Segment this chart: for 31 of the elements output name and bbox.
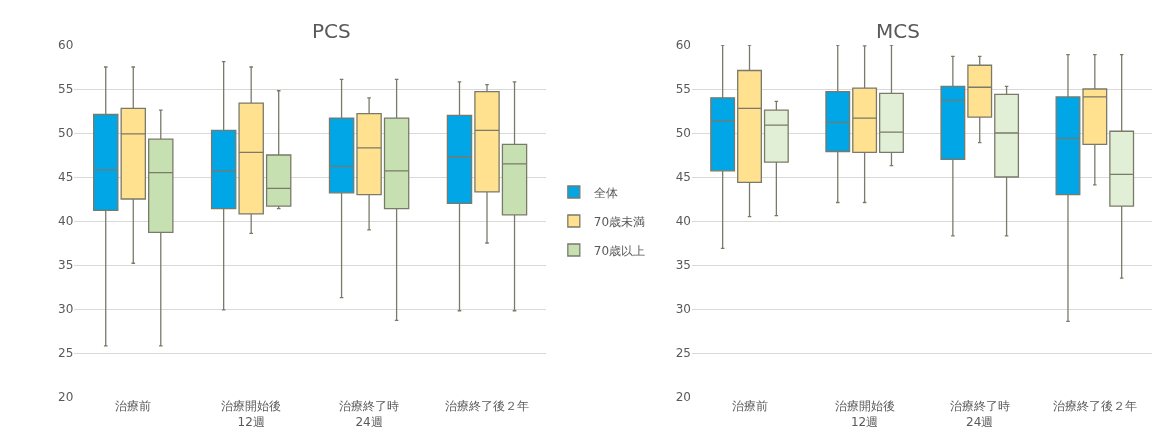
y-tick-label: 35 — [675, 258, 691, 273]
y-tick-label: 45 — [58, 170, 74, 185]
chart-title: MCS — [876, 19, 920, 43]
legend-label: 70歳未満 — [593, 214, 646, 229]
x-tick-label: 治療開始後 12週 — [834, 399, 895, 429]
y-tick-label: 55 — [675, 82, 691, 97]
y-tick-label: 55 — [58, 82, 74, 97]
x-tick-label: 治療前 — [731, 399, 768, 413]
y-tick-label: 45 — [675, 170, 691, 185]
x-tick-label: 治療開始後 12週 — [221, 399, 282, 429]
chart-title: PCS — [312, 19, 351, 43]
y-tick-label: 30 — [58, 302, 74, 317]
y-tick-label: 20 — [675, 390, 691, 405]
x-tick-label: 治療終了後２年 — [1052, 399, 1137, 413]
y-tick-label: 40 — [675, 214, 691, 229]
y-tick-label: 25 — [675, 346, 691, 361]
x-tick-label: 治療前 — [115, 399, 152, 413]
y-tick-label: 60 — [675, 38, 691, 53]
x-tick-label: 治療終了後２年 — [445, 399, 530, 413]
legend-label: 70歳以上 — [593, 243, 646, 258]
x-tick-label: 治療終了時 24週 — [949, 399, 1010, 429]
y-tick-label: 60 — [58, 38, 74, 53]
y-tick-label: 50 — [675, 126, 691, 141]
y-tick-label: 30 — [675, 302, 691, 317]
y-tick-label: 50 — [58, 126, 74, 141]
x-tick-label: 治療終了時 24週 — [339, 399, 400, 429]
y-tick-label: 25 — [58, 346, 74, 361]
y-tick-label: 20 — [58, 390, 74, 405]
y-tick-label: 40 — [58, 214, 74, 229]
legend-label: 全体 — [593, 185, 618, 200]
y-tick-label: 35 — [58, 258, 74, 273]
